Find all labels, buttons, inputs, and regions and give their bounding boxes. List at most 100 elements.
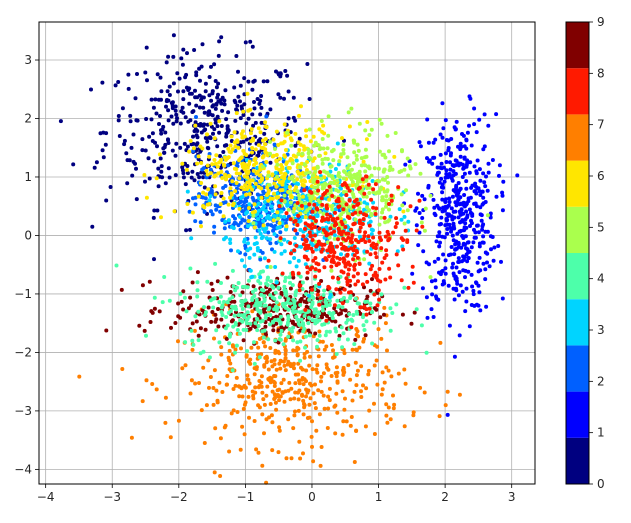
scatter-point-class-5 [413, 162, 418, 167]
scatter-point-class-7 [300, 392, 304, 397]
scatter-point-class-8 [371, 205, 376, 210]
scatter-point-class-2 [241, 203, 246, 208]
scatter-point-class-6 [228, 186, 233, 191]
scatter-point-class-1 [439, 161, 444, 166]
scatter-point-class-0 [157, 122, 161, 126]
scatter-point-class-0 [152, 159, 157, 164]
scatter-point-class-0 [153, 97, 158, 102]
scatter-point-class-0 [220, 95, 225, 100]
scatter-point-class-1 [464, 186, 469, 191]
scatter-point-class-7 [214, 388, 219, 393]
x-axis: −4 −3 −2 −1 0 1 2 3 [37, 484, 516, 504]
scatter-point-class-7 [340, 432, 345, 437]
scatter-point-class-7 [287, 380, 292, 385]
scatter-point-class-8 [305, 270, 310, 275]
scatter-point-class-8 [320, 247, 325, 252]
scatter-point-class-6 [301, 194, 305, 199]
scatter-point-class-4 [254, 297, 259, 302]
scatter-point-class-8 [377, 297, 382, 302]
scatter-point-class-7 [129, 435, 134, 440]
scatter-point-class-3 [314, 247, 319, 252]
scatter-point-class-1 [456, 181, 461, 185]
scatter-point-class-8 [291, 272, 296, 277]
scatter-point-class-1 [446, 148, 451, 153]
scatter-point-class-0 [197, 105, 202, 110]
scatter-point-class-3 [311, 243, 316, 248]
scatter-point-class-4 [258, 303, 263, 308]
scatter-point-class-6 [256, 184, 261, 189]
scatter-point-class-5 [345, 155, 350, 160]
scatter-point-class-1 [416, 243, 421, 248]
scatter-point-class-7 [333, 403, 338, 408]
scatter-point-class-5 [349, 177, 354, 182]
scatter-point-class-0 [257, 101, 262, 106]
scatter-point-class-7 [283, 338, 288, 343]
scatter-point-class-0 [257, 150, 261, 155]
scatter-point-class-8 [393, 225, 398, 229]
scatter-point-class-9 [241, 338, 246, 343]
scatter-point-class-5 [317, 147, 322, 152]
scatter-point-class-1 [425, 315, 430, 320]
scatter-point-class-8 [356, 240, 361, 244]
scatter-points [58, 33, 520, 485]
scatter-point-class-7 [319, 379, 323, 384]
scatter-point-class-0 [238, 99, 242, 104]
scatter-point-class-8 [327, 254, 332, 259]
scatter-point-class-0 [242, 76, 247, 81]
scatter-point-class-1 [471, 288, 476, 293]
scatter-point-class-1 [454, 276, 459, 281]
scatter-point-class-8 [330, 193, 335, 198]
scatter-point-class-1 [447, 323, 452, 328]
scatter-point-class-6 [253, 181, 258, 186]
scatter-point-class-1 [430, 161, 435, 166]
scatter-point-class-4 [327, 329, 332, 334]
scatter-point-class-7 [264, 393, 269, 398]
scatter-point-class-9 [279, 290, 284, 295]
scatter-point-class-6 [276, 143, 281, 147]
y-tick-label: 2 [24, 111, 32, 125]
scatter-point-class-0 [251, 79, 256, 84]
scatter-point-class-0 [244, 137, 249, 142]
scatter-point-class-1 [431, 155, 436, 160]
scatter-point-class-7 [372, 363, 377, 368]
scatter-point-class-3 [268, 237, 273, 242]
scatter-point-class-9 [378, 315, 383, 320]
scatter-point-class-6 [247, 192, 252, 197]
scatter-point-class-5 [275, 174, 279, 179]
colorbar-frame [565, 21, 590, 485]
scatter-point-class-4 [238, 293, 243, 298]
scatter-point-class-1 [478, 212, 483, 217]
scatter-point-class-8 [327, 184, 332, 189]
scatter-point-class-5 [359, 156, 364, 161]
scatter-point-class-5 [329, 268, 334, 273]
scatter-point-class-4 [205, 279, 210, 284]
scatter-point-class-3 [259, 214, 264, 219]
scatter-point-class-1 [458, 283, 463, 288]
scatter-point-class-5 [364, 178, 369, 183]
scatter-point-class-8 [325, 188, 329, 193]
scatter-point-class-8 [343, 225, 348, 229]
scatter-point-class-9 [209, 281, 214, 286]
scatter-point-class-8 [313, 233, 317, 238]
scatter-point-class-0 [201, 105, 206, 110]
scatter-point-class-5 [362, 257, 367, 262]
scatter-point-class-1 [450, 217, 455, 222]
scatter-point-class-0 [193, 127, 198, 132]
scatter-point-class-5 [363, 163, 368, 168]
scatter-point-class-7 [273, 400, 278, 405]
scatter-point-class-8 [372, 292, 377, 297]
scatter-point-class-7 [364, 386, 369, 391]
scatter-point-class-2 [208, 167, 213, 172]
scatter-point-class-6 [286, 165, 291, 170]
scatter-point-class-1 [486, 161, 491, 166]
scatter-point-class-6 [239, 155, 244, 160]
scatter-point-class-8 [317, 226, 322, 231]
scatter-point-class-4 [270, 295, 275, 300]
scatter-point-class-1 [460, 162, 465, 167]
scatter-point-class-1 [434, 239, 439, 244]
scatter-point-class-4 [339, 325, 344, 330]
scatter-point-class-5 [330, 207, 335, 212]
scatter-point-class-8 [352, 267, 357, 272]
scatter-point-class-4 [236, 281, 241, 285]
scatter-point-class-7 [268, 402, 273, 406]
